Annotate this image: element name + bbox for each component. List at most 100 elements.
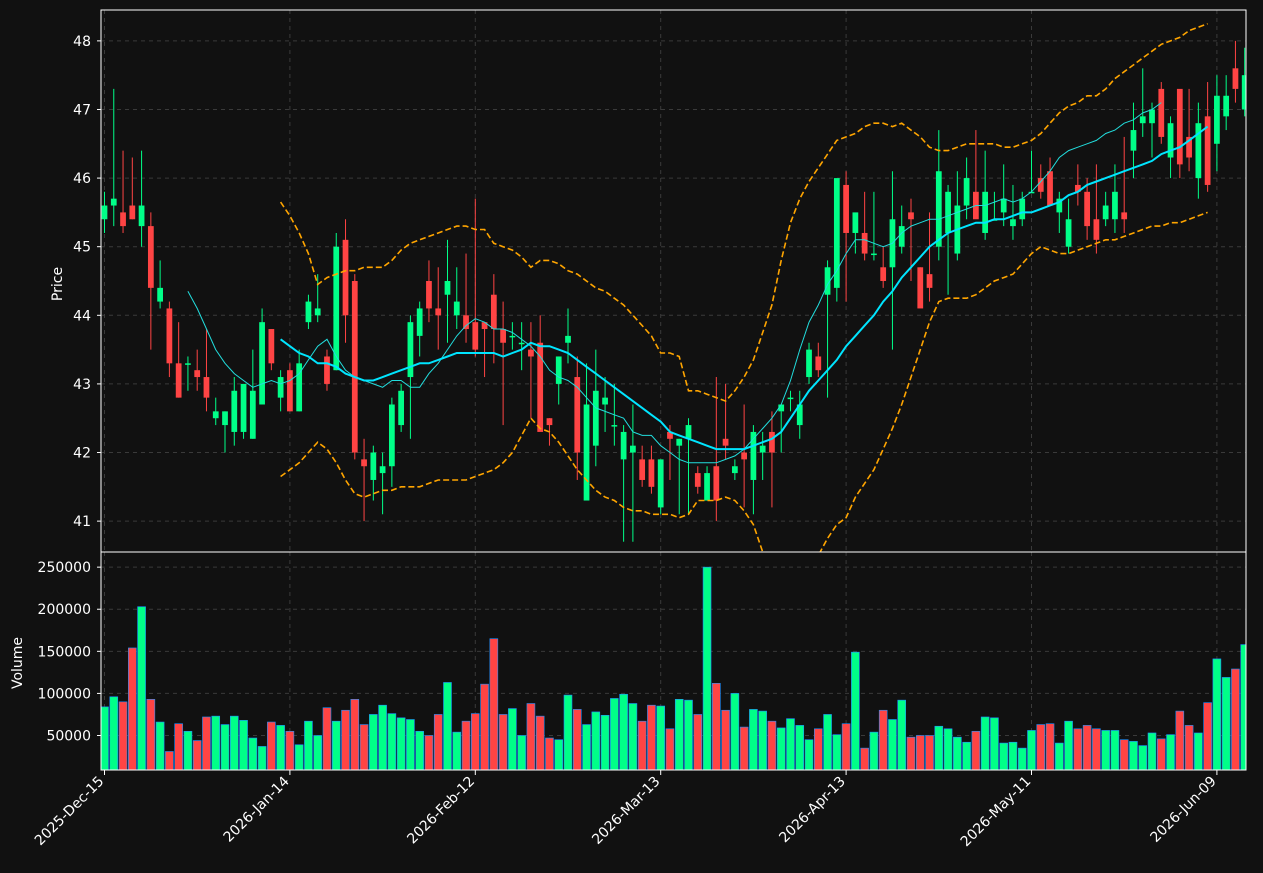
volume-bar bbox=[684, 699, 693, 770]
volume-bar bbox=[1064, 720, 1073, 770]
volume-bar bbox=[953, 736, 962, 770]
volume-tick-label: 250000 bbox=[38, 560, 91, 576]
candle-body bbox=[212, 411, 219, 419]
price-tick-label: 46 bbox=[73, 171, 91, 187]
candle-body bbox=[657, 459, 664, 508]
volume-bar bbox=[869, 731, 879, 770]
price-tick-label: 42 bbox=[73, 446, 91, 462]
volume-bar bbox=[1017, 747, 1027, 770]
volume-panel-frame bbox=[100, 551, 1247, 771]
candle-body bbox=[843, 184, 849, 233]
volume-bar bbox=[1092, 728, 1101, 770]
volume-bar bbox=[814, 728, 823, 770]
candle-body bbox=[1102, 205, 1109, 220]
candle-body bbox=[565, 335, 571, 343]
candle-body bbox=[379, 466, 386, 474]
volume-bar bbox=[229, 715, 239, 770]
candle-body bbox=[138, 205, 145, 227]
volume-bar bbox=[1175, 710, 1185, 770]
volume-bar bbox=[962, 741, 971, 770]
volume-bar bbox=[378, 704, 387, 770]
candle-body bbox=[1176, 88, 1183, 165]
candle-body bbox=[147, 226, 154, 288]
volume-bar bbox=[980, 716, 990, 770]
candle-body bbox=[194, 370, 201, 378]
price-tick-label: 45 bbox=[73, 240, 91, 256]
candle-body bbox=[444, 281, 451, 295]
volume-bar bbox=[1101, 730, 1110, 770]
candle-body bbox=[1084, 191, 1090, 227]
volume-bar bbox=[220, 724, 230, 770]
price-tick-label: 48 bbox=[73, 34, 91, 50]
volume-bar bbox=[1221, 677, 1231, 770]
volume-bar bbox=[239, 720, 248, 770]
price-axis-label: Price bbox=[50, 267, 66, 301]
volume-bar bbox=[350, 698, 360, 770]
volume-bar bbox=[1036, 724, 1046, 770]
candle-body bbox=[314, 308, 321, 316]
volume-bar bbox=[1027, 730, 1036, 770]
candle-body bbox=[1028, 191, 1035, 194]
volume-bar bbox=[971, 730, 981, 770]
volume-bar bbox=[786, 718, 795, 770]
volume-bar bbox=[1212, 658, 1222, 770]
volume-bar bbox=[628, 703, 638, 770]
volume-bar bbox=[554, 739, 564, 770]
candle-body bbox=[305, 301, 312, 323]
candle-body bbox=[231, 390, 238, 432]
candle-body bbox=[1093, 219, 1100, 240]
candle-body bbox=[398, 390, 405, 426]
volume-bar bbox=[174, 723, 183, 770]
volume-bar bbox=[1194, 732, 1203, 770]
candle-body bbox=[157, 287, 163, 302]
volume-bar bbox=[1082, 725, 1092, 770]
volume-bar bbox=[999, 742, 1008, 770]
candle-body bbox=[759, 445, 766, 453]
volume-bar bbox=[396, 717, 406, 770]
volume-bar bbox=[943, 728, 953, 770]
volume-bar bbox=[313, 735, 322, 770]
volume-bar bbox=[535, 715, 545, 770]
candle-body bbox=[129, 205, 136, 220]
volume-bar bbox=[851, 651, 860, 770]
candle-body bbox=[796, 404, 803, 426]
candle-body bbox=[676, 438, 683, 446]
volume-bar bbox=[128, 647, 137, 770]
candle-body bbox=[583, 404, 590, 501]
volume-bar bbox=[721, 709, 730, 770]
candle-body bbox=[490, 294, 497, 330]
candle-body bbox=[249, 390, 256, 439]
volume-bar bbox=[285, 730, 295, 770]
grid-lines bbox=[101, 10, 1246, 770]
lower-band-line bbox=[280, 211, 1208, 552]
candle-body bbox=[324, 356, 330, 384]
volume-bar bbox=[925, 735, 934, 770]
candle-body bbox=[908, 212, 914, 220]
candle-body bbox=[963, 178, 970, 206]
candle-body bbox=[1139, 116, 1146, 124]
candle-body bbox=[833, 178, 840, 288]
candle-body bbox=[685, 425, 692, 439]
candle-body bbox=[463, 315, 469, 330]
candle-body bbox=[898, 226, 905, 247]
candle-body bbox=[370, 452, 377, 480]
candle-body bbox=[222, 411, 228, 426]
candle-body bbox=[815, 356, 822, 371]
volume-bar bbox=[1055, 742, 1064, 770]
volume-bar bbox=[1138, 745, 1148, 770]
volume-bar bbox=[841, 723, 851, 770]
candle-body bbox=[351, 281, 358, 453]
candle-body bbox=[574, 377, 581, 453]
candle-body bbox=[555, 356, 562, 384]
volume-bar bbox=[915, 735, 925, 770]
volume-bar bbox=[461, 720, 471, 770]
volume-bar bbox=[517, 735, 526, 770]
volume-bar bbox=[1147, 732, 1157, 770]
candle-body bbox=[1065, 219, 1072, 247]
volume-bar bbox=[498, 714, 508, 770]
candle-body bbox=[1232, 68, 1239, 89]
volume-bar bbox=[776, 727, 786, 770]
candle-body bbox=[1204, 116, 1211, 185]
candle-body bbox=[871, 253, 877, 256]
